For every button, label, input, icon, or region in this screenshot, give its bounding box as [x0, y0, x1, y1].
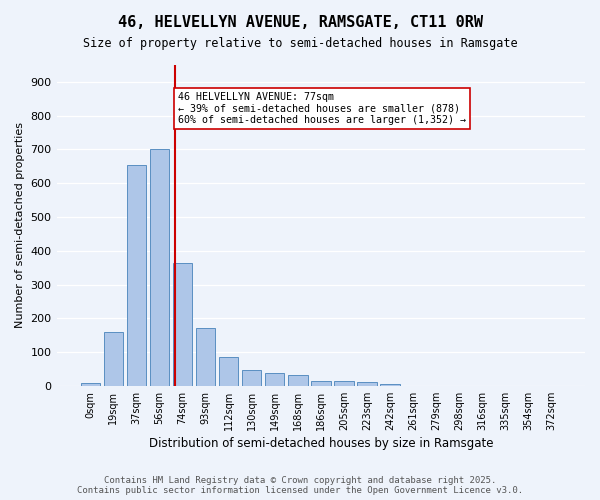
Bar [380, 384, 400, 386]
Bar [104, 332, 123, 386]
Bar [357, 382, 377, 386]
Bar [149, 150, 169, 386]
Text: Size of property relative to semi-detached houses in Ramsgate: Size of property relative to semi-detach… [83, 38, 517, 51]
Bar [127, 164, 146, 386]
Text: 46 HELVELLYN AVENUE: 77sqm
← 39% of semi-detached houses are smaller (878)
60% o: 46 HELVELLYN AVENUE: 77sqm ← 39% of semi… [178, 92, 466, 125]
X-axis label: Distribution of semi-detached houses by size in Ramsgate: Distribution of semi-detached houses by … [149, 437, 493, 450]
Text: 46, HELVELLYN AVENUE, RAMSGATE, CT11 0RW: 46, HELVELLYN AVENUE, RAMSGATE, CT11 0RW [118, 15, 482, 30]
Bar [288, 375, 308, 386]
Bar [219, 357, 238, 386]
Bar [196, 328, 215, 386]
Bar [334, 382, 353, 386]
Bar [173, 262, 193, 386]
Bar [311, 381, 331, 386]
Text: Contains HM Land Registry data © Crown copyright and database right 2025.
Contai: Contains HM Land Registry data © Crown c… [77, 476, 523, 495]
Bar [242, 370, 262, 386]
Bar [80, 383, 100, 386]
Bar [265, 374, 284, 386]
Y-axis label: Number of semi-detached properties: Number of semi-detached properties [15, 122, 25, 328]
